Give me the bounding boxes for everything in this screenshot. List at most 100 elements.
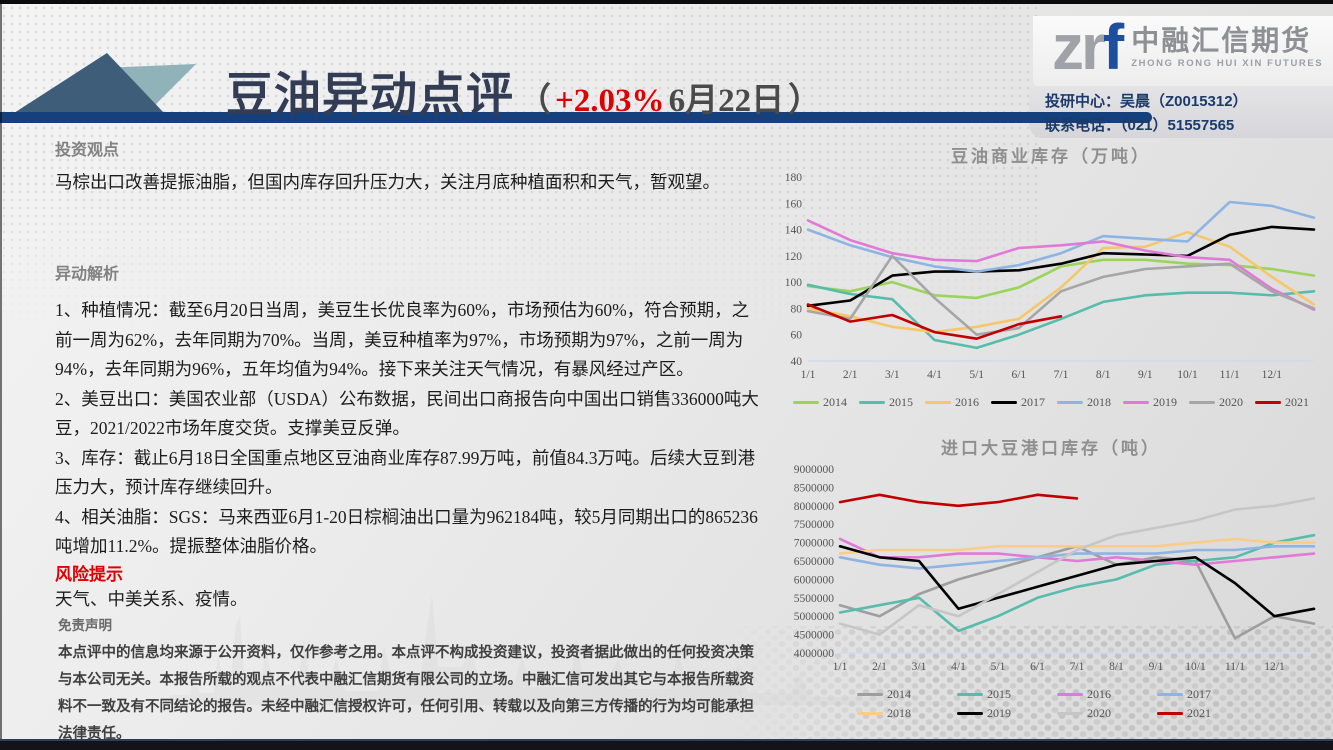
investment-view-heading: 投资观点: [55, 142, 120, 159]
legend-label-2019: 2019: [987, 706, 1011, 720]
legend-label-2016: 2016: [1087, 687, 1111, 701]
series-line-2018: [806, 200, 1316, 273]
legend-swatch-2017: [1157, 693, 1183, 696]
y-tick: 180: [785, 172, 803, 184]
x-tick: 7/1: [1070, 661, 1085, 673]
legend-swatch-2014: [793, 401, 819, 404]
company-logo: zrf 中融汇信期货 ZHONG RONG HUI XIN FUTURES: [1052, 15, 1324, 79]
legend-label-2018: 2018: [1087, 395, 1111, 409]
y-tick: 5500000: [794, 593, 835, 605]
chart2-title: 进口大豆港口库存（吨）: [941, 439, 1161, 458]
commentary-column: 投资观点 马棕出口改善提振油脂，但国内库存回升压力大，关注月底种植面积和天气，暂…: [55, 136, 761, 562]
title-paren-close: ）: [788, 83, 822, 119]
legend-label-2016: 2016: [955, 395, 979, 409]
x-tick: 6/1: [1030, 661, 1045, 673]
y-tick: 4000000: [794, 648, 835, 660]
legend-swatch-2017: [991, 401, 1017, 404]
y-tick: 100: [785, 277, 803, 289]
series-line-2017: [838, 545, 1316, 570]
y-tick: 9000000: [794, 464, 835, 476]
legend-label-2014: 2014: [823, 395, 847, 409]
chart2-imported-soybean-port-inventory: 9000000 8500000 8000000 7500000 7000000 65000…: [794, 464, 1316, 673]
company-name-cn: 中融汇信期货: [1131, 25, 1312, 56]
hex-dot-pattern: [733, 626, 1333, 741]
analysis-item-3: 3、库存：截止6月18日全国重点地区豆油商业库存87.99万吨，前值84.3万吨…: [55, 447, 755, 498]
legend-label-2020: 2020: [1219, 395, 1243, 409]
legend-item-2021: 2021: [1157, 706, 1245, 721]
legend-item-2019: 2019: [957, 706, 1045, 721]
x-tick: 2/1: [843, 369, 858, 381]
legend-item-2016: 2016: [925, 395, 979, 410]
contact-info: 投研中心：吴晨（Z0015312） 联系电话：（021）51557565: [1045, 90, 1248, 138]
logo-letters-zr: zr: [1052, 11, 1106, 83]
x-tick: 9/1: [1149, 661, 1164, 673]
legend-swatch-2018: [857, 712, 883, 715]
x-tick: 10/1: [1185, 661, 1206, 673]
series-line-2017: [806, 225, 1316, 308]
y-tick: 5000000: [794, 611, 835, 623]
page-title: 豆油异动点评 （ +2.03% 6月22日 ）: [226, 56, 821, 125]
x-tick: 7/1: [1054, 369, 1069, 381]
series-line-2020: [806, 254, 1316, 336]
y-tick: 7000000: [794, 538, 835, 550]
dotted-map-pattern: [0, 4, 1040, 334]
y-tick: 120: [785, 251, 803, 263]
legend-item-2018: 2018: [857, 706, 945, 721]
legend-label-2019: 2019: [1153, 395, 1177, 409]
y-tick: 6500000: [794, 556, 835, 568]
top-edge: [0, 0, 1333, 4]
legend-item-2018: 2018: [1057, 395, 1111, 410]
legend-swatch-2016: [1057, 693, 1083, 696]
x-tick: 11/1: [1220, 369, 1240, 381]
disclaimer-text: 本点评中的信息均来源于公开资料，仅作参考之用。本点评不构成投资建议，投资者据此做…: [58, 645, 754, 742]
x-tick: 2/1: [872, 661, 887, 673]
legend-label-2015: 2015: [987, 687, 1011, 701]
x-tick: 1/1: [801, 369, 816, 381]
legend-label-2021: 2021: [1285, 395, 1309, 409]
legend-swatch-2021: [1255, 401, 1281, 404]
legend-swatch-2019: [957, 712, 983, 715]
page-title-text: 豆油异动点评: [226, 70, 514, 122]
analysis-heading: 异动解析: [55, 266, 120, 283]
legend-item-2017: 2017: [991, 395, 1045, 410]
company-name-en: ZHONG RONG HUI XIN FUTURES: [1131, 58, 1324, 69]
x-tick: 5/1: [991, 661, 1006, 673]
legend-label-2017: 2017: [1187, 687, 1211, 701]
x-tick: 12/1: [1264, 661, 1285, 673]
analysis-item-1: 1、种植情况：截至6月20日当周，美豆生长优良率为60%，市场预估为60%，符合…: [55, 300, 750, 379]
legend-item-2015: 2015: [859, 395, 913, 410]
legend-label-2018: 2018: [887, 706, 911, 720]
legend-item-2015: 2015: [957, 687, 1045, 702]
legend-swatch-2015: [957, 693, 983, 696]
header-right-band: [1033, 16, 1333, 88]
x-tick: 10/1: [1177, 369, 1198, 381]
x-tick: 4/1: [951, 661, 966, 673]
x-tick: 4/1: [927, 369, 942, 381]
legend-swatch-2015: [859, 401, 885, 404]
x-tick: 12/1: [1262, 369, 1283, 381]
logo-letter-f: f: [1102, 11, 1124, 83]
y-tick: 8500000: [794, 482, 835, 494]
title-paren-open: （: [518, 83, 551, 119]
legend-label-2017: 2017: [1021, 395, 1045, 409]
legend-item-2021: 2021: [1255, 395, 1309, 410]
chart2-legend: 2014 2015 2016 2017 2018 2019 2020 2021: [841, 685, 1261, 723]
x-tick: 5/1: [969, 369, 984, 381]
contact-phone: 联系电话：（021）51557565: [1045, 117, 1235, 134]
chart1-soybean-oil-inventory: 180 160 140 120 100 80 60 401/1 2/1 3/1 4/1 5/1 6/1 7…: [785, 172, 1316, 381]
legend-item-2014: 2014: [857, 687, 945, 702]
x-tick: 6/1: [1011, 369, 1026, 381]
y-tick: 8000000: [794, 501, 835, 513]
series-line-2015: [838, 533, 1316, 633]
series-line-2019: [838, 545, 1316, 618]
analysis-list: 1、种植情况：截至6月20日当周，美豆生长优良率为60%，市场预估为60%，符合…: [55, 296, 761, 562]
legend-item-2014: 2014: [793, 395, 847, 410]
x-tick: 11/1: [1225, 661, 1245, 673]
x-tick: 3/1: [912, 661, 927, 673]
y-tick: 80: [791, 303, 803, 315]
legend-label-2014: 2014: [887, 687, 911, 701]
title-divider-bar: [0, 112, 1152, 123]
legend-swatch-2016: [925, 401, 951, 404]
y-tick: 6000000: [794, 574, 835, 586]
bottom-edge-bar: [0, 739, 1333, 750]
